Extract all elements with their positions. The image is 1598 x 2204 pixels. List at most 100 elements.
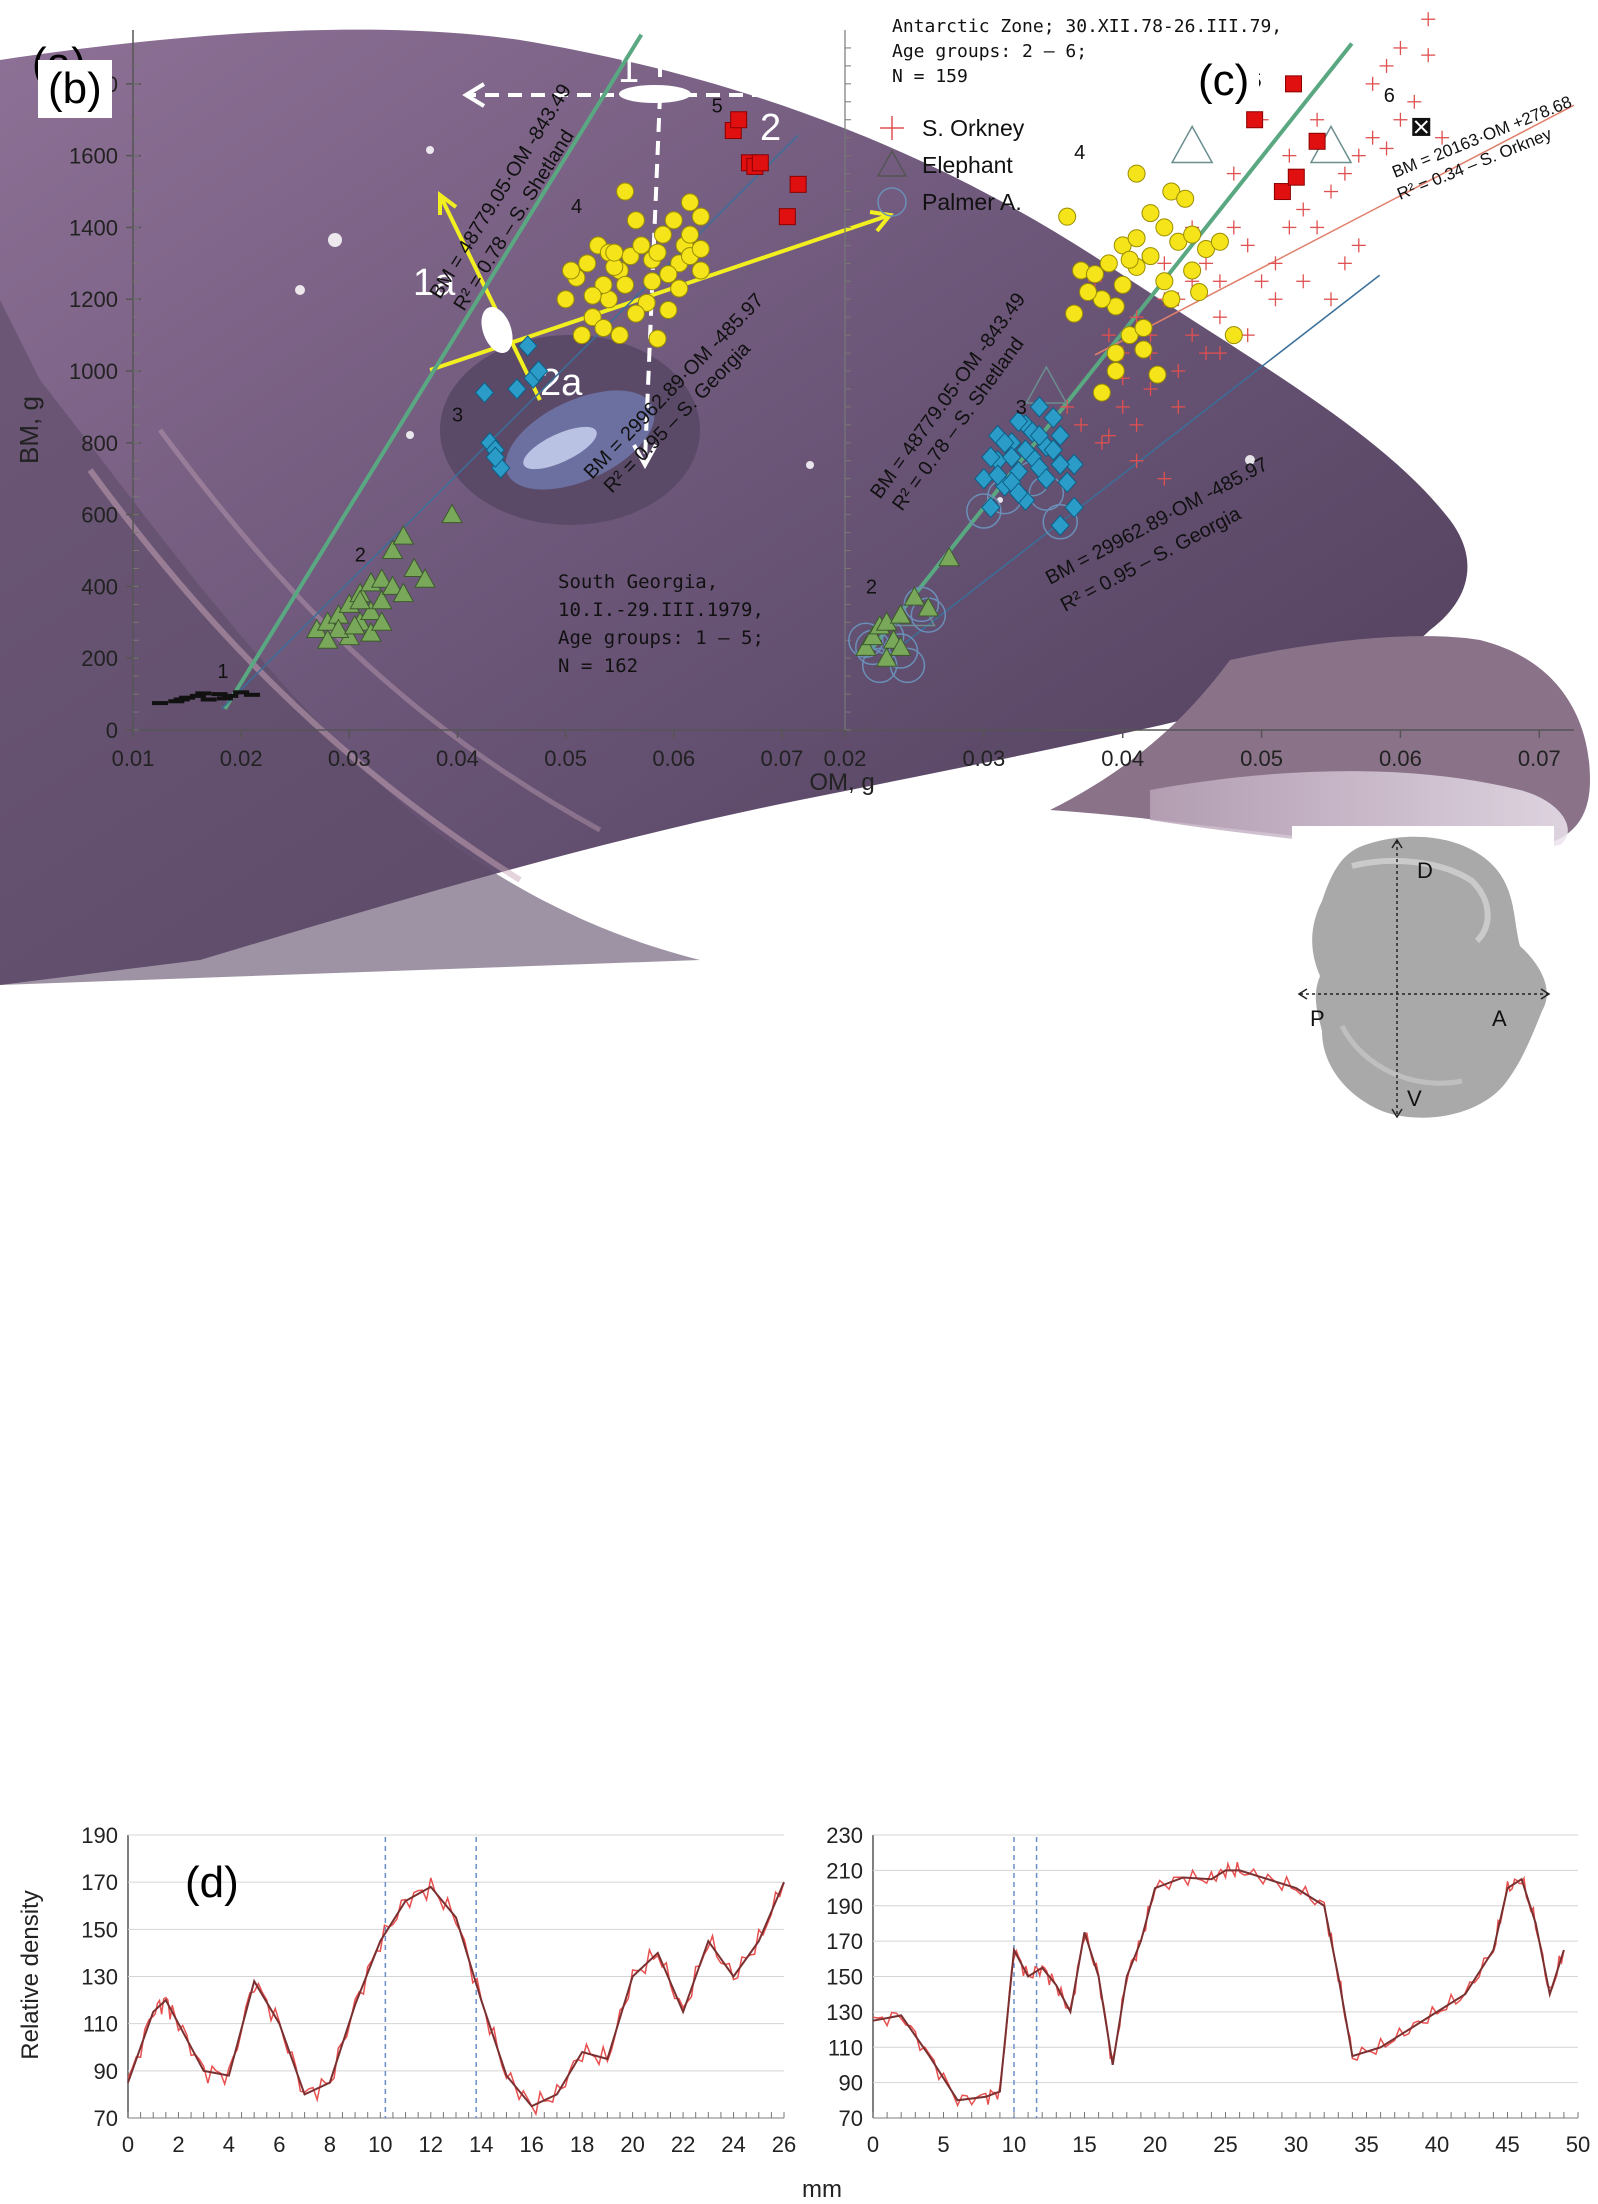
age4-marker [670,279,689,298]
age4-marker [637,293,656,312]
age4-marker [653,225,672,244]
age2-marker [343,614,366,635]
age4-marker [572,326,591,345]
x-tick-label-right: 0.04 [1101,746,1144,771]
age-label-right: 6 [1384,85,1395,107]
x-tick-label-right: 0.05 [1240,746,1283,771]
legend: S. Orkney Elephant Palmer A. [876,115,1025,217]
left-profile-x-tick-label: 26 [772,2132,796,2157]
right-profile-x-tick-label: 25 [1213,2132,1237,2157]
right-profile-smoothed-density-line [872,1869,1565,2102]
age4-marker [1155,272,1174,291]
age1-marker [173,697,190,702]
left-profile-x-tick-label: 14 [469,2132,493,2157]
regression-line-georgia-right [879,274,1381,664]
right-info-line: N = 159 [892,66,968,87]
age-label-right: 3 [1016,397,1027,419]
age3-marker [1064,496,1084,519]
age3-marker [1043,406,1063,429]
legend-label: S. Orkney [922,115,1025,141]
age4-marker [632,236,651,255]
right-profile-x-tick-label: 40 [1425,2132,1449,2157]
right-profile-y-tick-label: 190 [826,1894,863,1919]
age4-marker [616,275,635,294]
age-label-left: 2 [355,544,366,566]
right-profile-y-tick-label: 150 [826,1965,863,1990]
age2-marker [889,604,912,624]
y-tick-label: 0 [106,718,118,743]
age3-marker [518,335,538,357]
age4-marker [1148,365,1167,384]
age4-marker [1099,254,1118,273]
left-profile-x-tick-label: 8 [324,2132,336,2157]
age2-marker [917,596,940,617]
age5-marker [1285,75,1303,93]
x-tick-label-left: 0.06 [652,746,695,771]
age1-marker [189,693,206,698]
x-tick-label-right: 0.02 [824,746,867,771]
age3-marker [1057,471,1077,494]
age5-marker [751,154,769,172]
age-label-left: 5 [712,96,723,118]
left-profile-y-tick-label: 190 [81,1823,118,1848]
age3-marker [485,446,505,468]
age4-marker [1183,261,1202,280]
age4-marker [1120,250,1139,269]
age5-marker [1287,168,1305,186]
x-axis-label: OM, g [809,769,874,796]
age5-marker [1246,111,1264,129]
right-info-line: Antarctic Zone; 30.XII.78-26.III.79, [892,16,1282,37]
right-profile-y-tick-label: 90 [839,2071,863,2096]
age3-marker [1001,446,1022,468]
age-label-right: 2 [866,577,877,599]
age4-marker [1155,218,1174,237]
otolith-1a [481,306,513,354]
age4-marker [583,286,602,305]
left-profile-y-tick-label: 170 [81,1870,118,1895]
age3-marker [528,360,549,382]
age4-marker [680,193,699,212]
right-profile-raw-density-line [872,1860,1565,2108]
age4-marker [1127,229,1146,248]
age2-marker [938,546,960,567]
elephant-marker [1170,124,1214,164]
legend-label: Elephant [922,152,1013,178]
left-profile-y-tick-label: 110 [83,2012,118,2037]
label-1a: 1a [413,262,456,304]
label-1: 1 [618,49,639,91]
regression-line-georgia-left [221,134,799,710]
palmer-marker [966,493,1002,529]
x-tick-label-right: 0.06 [1379,746,1422,771]
right-profile-x-tick-label: 10 [1002,2132,1026,2157]
age4-marker [626,211,645,230]
age2-marker [854,636,877,656]
age4-marker [691,261,710,280]
age2-marker [414,568,436,588]
left-info-line: Age groups: 1 – 5; [558,627,764,649]
right-profile-x-tick-label: 20 [1143,2132,1167,2157]
age1-marker [195,691,212,696]
right-profile-x-tick-label: 15 [1072,2132,1096,2157]
age4-marker [1162,290,1181,309]
elephant-marker [1025,365,1068,404]
age5-marker [778,208,796,226]
equation-georgia-left-2: R² = 0.95 – S. Georgia [600,337,756,497]
age2-marker [349,589,371,610]
left-profile-y-tick-label: 90 [94,2059,118,2084]
age1-marker [222,693,239,698]
left-profile-x-tick-label: 0 [122,2132,134,2157]
age1-marker [216,696,233,701]
left-profile-raw-density-line [127,1877,785,2117]
age2-marker [392,525,415,545]
left-info-line: 10.I.-29.III.1979, [558,599,764,621]
age3-marker [1008,410,1029,433]
left-profile-x-tick-label: 24 [721,2132,745,2157]
age4-marker [594,318,613,337]
age5-marker [1308,132,1326,150]
age4-marker [1092,383,1111,402]
age3-marker [988,464,1008,486]
left-profile-x-tick-label: 10 [368,2132,392,2157]
label-a: A [1492,1006,1507,1031]
palmer-marker [848,622,884,659]
